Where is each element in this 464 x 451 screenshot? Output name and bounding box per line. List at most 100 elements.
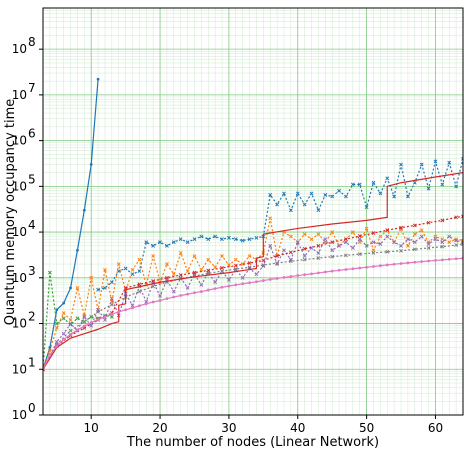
- data-point: [172, 295, 176, 299]
- data-point: [247, 261, 252, 265]
- data-point: [226, 277, 231, 282]
- data-point: [199, 267, 204, 272]
- data-point: [268, 243, 273, 248]
- data-point: [357, 237, 362, 242]
- data-point: [137, 257, 142, 262]
- data-point: [103, 317, 107, 322]
- data-point: [364, 243, 369, 248]
- data-point: [109, 314, 114, 319]
- data-point: [275, 254, 280, 258]
- data-point: [316, 208, 321, 213]
- data-point: [240, 262, 245, 266]
- data-point: [344, 253, 348, 258]
- data-point: [75, 286, 80, 290]
- data-point: [192, 270, 197, 275]
- data-point: [144, 302, 148, 306]
- data-point: [82, 324, 86, 328]
- y-tick-exponent: 0: [28, 401, 36, 415]
- data-point: [371, 231, 376, 236]
- data-point: [317, 271, 320, 275]
- data-point: [234, 283, 238, 287]
- data-point: [454, 243, 459, 247]
- data-point: [82, 313, 87, 318]
- y-tick-label: 10: [12, 42, 27, 56]
- data-point: [151, 279, 156, 283]
- data-point: [399, 162, 403, 167]
- data-point: [302, 202, 307, 207]
- data-point: [316, 256, 321, 261]
- data-point: [130, 303, 135, 308]
- data-point: [179, 294, 183, 297]
- data-point: [454, 238, 459, 243]
- data-point: [461, 214, 463, 219]
- data-point: [241, 282, 245, 286]
- data-point: [344, 194, 348, 199]
- data-point: [385, 249, 390, 254]
- data-point: [55, 308, 59, 312]
- data-point: [461, 156, 463, 161]
- data-point: [54, 326, 59, 330]
- data-point: [323, 270, 327, 274]
- data-point: [434, 259, 437, 262]
- data-point: [151, 300, 155, 304]
- data-point: [75, 316, 80, 321]
- data-point: [433, 159, 438, 164]
- data-point: [351, 267, 355, 271]
- data-point: [288, 208, 293, 213]
- data-point: [330, 194, 335, 199]
- data-point: [419, 228, 424, 233]
- data-point: [282, 191, 286, 196]
- data-point: [447, 160, 452, 165]
- data-point: [385, 234, 390, 239]
- data-point: [399, 243, 403, 248]
- data-point: [261, 263, 266, 267]
- plot-area: [43, 77, 463, 372]
- data-point: [96, 318, 100, 321]
- data-point: [358, 266, 362, 270]
- data-point: [158, 294, 162, 298]
- data-point: [213, 234, 218, 239]
- data-point: [330, 269, 334, 273]
- data-point: [151, 284, 156, 289]
- data-point: [248, 281, 251, 285]
- grid-minor: [42, 8, 464, 415]
- data-point: [226, 235, 231, 240]
- y-tick-label: 10: [12, 271, 27, 285]
- data-point: [323, 192, 328, 197]
- data-point: [137, 304, 141, 308]
- data-point: [399, 248, 403, 253]
- data-point: [330, 248, 335, 253]
- y-tick-label: 10: [12, 225, 27, 239]
- data-point: [96, 309, 101, 314]
- data-point: [178, 237, 183, 242]
- data-point: [447, 234, 452, 239]
- data-point: [165, 297, 169, 301]
- data-point: [158, 299, 162, 302]
- data-point: [199, 290, 203, 293]
- series-line-7: [43, 215, 463, 370]
- y-tick-exponent: 2: [28, 310, 36, 324]
- data-point: [186, 292, 189, 296]
- x-tick-label: 10: [84, 421, 99, 435]
- data-point: [137, 282, 142, 287]
- data-point: [261, 258, 266, 263]
- data-point: [371, 240, 376, 245]
- data-point: [55, 344, 59, 348]
- data-point: [61, 311, 66, 315]
- data-point: [226, 263, 231, 267]
- x-tick-label: 60: [428, 421, 443, 435]
- data-point: [165, 243, 169, 248]
- y-tick-label: 10: [12, 408, 27, 422]
- data-point: [96, 287, 101, 292]
- data-point: [82, 314, 87, 319]
- series-line-6: [43, 171, 463, 370]
- data-point: [158, 240, 162, 245]
- data-point: [330, 230, 335, 234]
- data-point: [254, 235, 259, 240]
- data-point: [392, 262, 396, 266]
- data-point: [357, 252, 362, 257]
- data-point: [192, 237, 197, 242]
- data-point: [330, 254, 335, 259]
- data-point: [151, 243, 156, 248]
- data-point: [392, 240, 397, 245]
